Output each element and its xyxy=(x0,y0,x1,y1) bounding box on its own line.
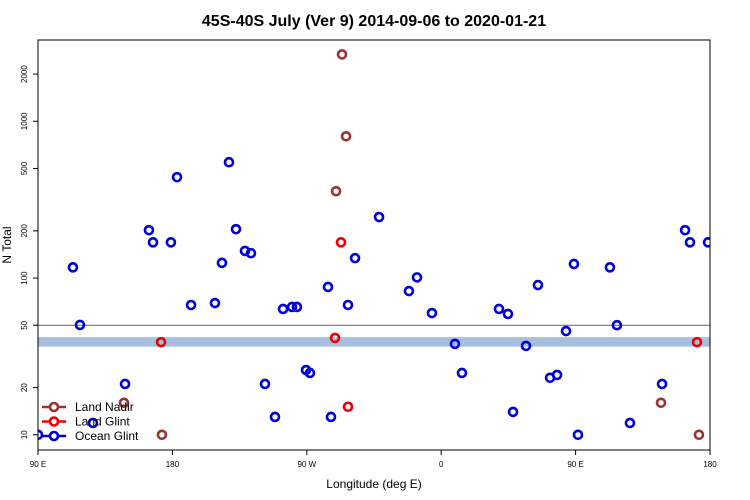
point xyxy=(684,237,696,248)
y-tick-label: 1000 xyxy=(20,112,29,130)
legend-marker xyxy=(48,430,60,442)
point xyxy=(147,237,159,248)
x-tick-label: 90 E xyxy=(567,460,583,469)
point xyxy=(340,131,352,142)
point xyxy=(520,340,532,352)
point xyxy=(449,338,461,350)
point xyxy=(655,397,667,409)
point xyxy=(335,237,347,248)
point xyxy=(223,156,235,168)
point xyxy=(143,224,155,236)
point xyxy=(185,299,197,311)
y-tick-label: 10 xyxy=(20,430,29,439)
point xyxy=(679,224,691,236)
y-tick-label: 200 xyxy=(20,224,29,238)
legend-marker xyxy=(48,416,60,427)
point xyxy=(611,319,623,331)
point xyxy=(87,417,99,429)
point xyxy=(411,272,423,283)
point xyxy=(493,303,505,315)
point xyxy=(507,406,519,418)
y-tick-label: 50 xyxy=(20,320,29,329)
point xyxy=(155,336,167,348)
point xyxy=(656,378,668,390)
point xyxy=(286,301,298,313)
legend-label: Ocean Glint xyxy=(75,429,139,443)
chart-title: 45S-40S July (Ver 9) 2014-09-06 to 2020-… xyxy=(202,13,546,30)
x-tick-label: 180 xyxy=(166,460,180,469)
axes: 90 E 180 90 W 0 90 E 180 10 20 50 100 200 500 1000 20… xyxy=(20,65,717,469)
point xyxy=(502,308,514,320)
point xyxy=(259,378,271,390)
point xyxy=(156,429,168,441)
legend-label: Land Glint xyxy=(75,415,130,429)
y-tick-label: 500 xyxy=(20,161,29,175)
legend-label: Land Nadir xyxy=(75,400,134,414)
point xyxy=(291,301,303,313)
y-axis-label: N Total xyxy=(0,226,14,263)
point xyxy=(325,411,337,423)
x-tick-label: 180 xyxy=(703,460,717,469)
point xyxy=(349,252,361,264)
point xyxy=(118,397,130,409)
band xyxy=(38,337,710,347)
point xyxy=(171,171,183,183)
point xyxy=(403,285,415,297)
point xyxy=(329,332,341,344)
point xyxy=(568,258,580,270)
point xyxy=(532,279,544,291)
plot-area xyxy=(38,49,710,441)
point xyxy=(277,303,289,315)
point xyxy=(456,367,468,379)
x-axis-label: Longitude (deg E) xyxy=(326,477,421,491)
point xyxy=(209,297,221,309)
point xyxy=(342,299,354,311)
point xyxy=(245,247,257,259)
point xyxy=(330,185,342,197)
point xyxy=(373,211,385,223)
point xyxy=(572,429,584,441)
point xyxy=(216,257,228,269)
point xyxy=(67,262,79,273)
point xyxy=(269,411,281,423)
point xyxy=(304,367,316,379)
point xyxy=(74,319,86,331)
point xyxy=(336,49,348,60)
x-tick-label: 90 W xyxy=(297,460,316,469)
y-tick-label: 20 xyxy=(20,383,29,392)
point xyxy=(426,307,438,319)
point xyxy=(624,417,636,429)
point xyxy=(230,223,242,235)
y-tick-label: 100 xyxy=(20,271,29,285)
plot-frame xyxy=(37,39,711,451)
legend-marker xyxy=(48,401,60,413)
y-tick-label: 2000 xyxy=(20,65,29,83)
x-tick-label: 0 xyxy=(439,460,444,469)
point xyxy=(693,429,705,441)
point xyxy=(604,262,616,273)
point xyxy=(702,237,710,248)
point xyxy=(165,237,177,248)
point xyxy=(691,336,703,348)
point xyxy=(119,378,131,390)
point xyxy=(551,369,563,381)
point xyxy=(560,325,572,337)
point xyxy=(322,281,334,293)
point xyxy=(342,401,354,413)
x-tick-label: 90 E xyxy=(30,460,46,469)
